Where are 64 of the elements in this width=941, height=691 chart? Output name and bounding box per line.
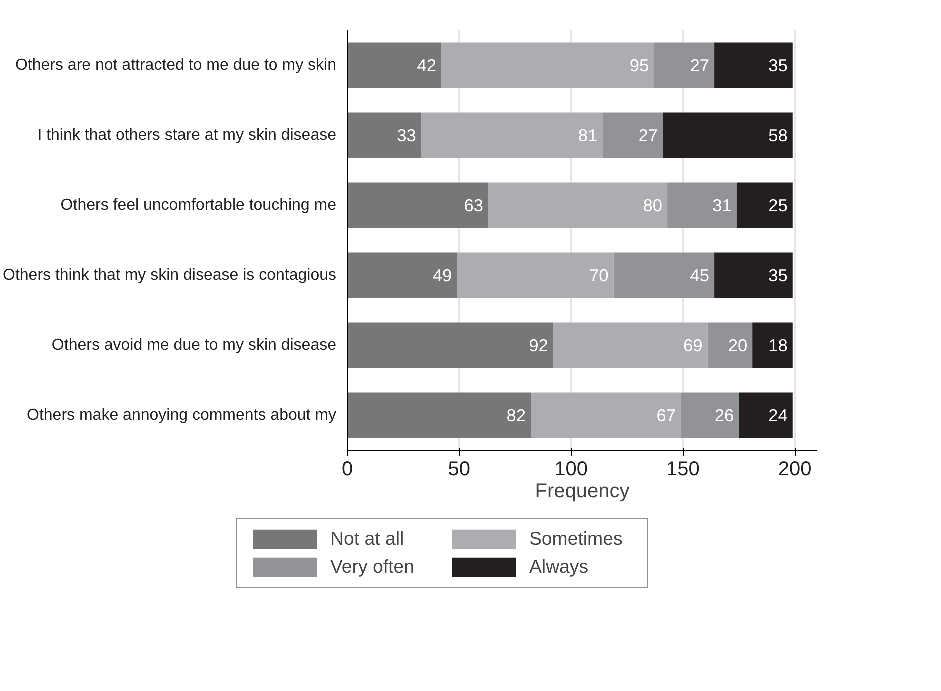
data-label: 24 [768, 406, 788, 426]
bar [348, 42, 442, 88]
bar [663, 112, 793, 158]
data-label: 92 [529, 336, 548, 356]
bar [714, 42, 793, 88]
x-axis-title: Frequency [535, 480, 630, 502]
data-label: 49 [432, 266, 452, 286]
bar [457, 252, 614, 298]
bar [668, 182, 737, 228]
bar [348, 392, 532, 438]
bar [654, 42, 715, 88]
y-tick-label: I think that others stare at my skin disease [38, 127, 337, 144]
data-label: 42 [417, 56, 437, 76]
data-label: 82 [506, 406, 526, 426]
data-label: 33 [397, 126, 416, 146]
legend-label: Always [529, 556, 590, 578]
data-label: 18 [768, 336, 788, 356]
data-label: 80 [643, 196, 663, 216]
y-tick-label: Others think that my skin disease is contagious [3, 267, 337, 284]
bar [714, 252, 793, 298]
data-label: 27 [690, 56, 710, 76]
bar [488, 182, 668, 228]
data-label: 67 [656, 406, 676, 426]
data-label: 20 [728, 336, 748, 356]
x-tick-label: 150 [666, 458, 700, 480]
bar [739, 392, 793, 438]
data-label: 63 [464, 196, 484, 216]
data-label: 95 [630, 56, 650, 76]
legend-label: Very often [330, 556, 416, 578]
x-tick-label: 100 [554, 458, 588, 480]
bar [614, 252, 715, 298]
bar [553, 322, 708, 368]
y-tick-label: Others are not attracted to me due to my skin [15, 57, 337, 74]
data-label: 35 [768, 56, 788, 76]
data-label: 70 [590, 266, 609, 286]
bar [736, 182, 793, 228]
data-label: 58 [768, 126, 788, 146]
bar [680, 392, 740, 438]
data-label: 31 [712, 196, 732, 216]
bar [348, 322, 554, 368]
y-tick-label: Others make annoying comments about my [27, 407, 337, 424]
bar [708, 322, 753, 368]
bar [421, 112, 603, 158]
data-label: 27 [638, 126, 658, 146]
x-tick-label: 0 [342, 458, 354, 480]
data-label: 45 [690, 266, 710, 286]
bar [531, 392, 681, 438]
bar [348, 112, 422, 158]
legend-label: Not at all [330, 528, 406, 550]
bar [348, 182, 488, 228]
bar [602, 112, 664, 158]
bar [752, 322, 793, 368]
bar [442, 42, 654, 88]
y-tick-label: Others avoid me due to my skin disease [52, 337, 337, 354]
legend-label: Sometimes [529, 528, 624, 550]
data-label: 69 [684, 336, 703, 356]
bar [348, 252, 458, 298]
data-label: 25 [768, 196, 788, 216]
x-tick-label: 50 [448, 458, 471, 480]
x-tick-label: 200 [778, 458, 812, 480]
data-label: 81 [578, 126, 598, 146]
y-tick-label: Others feel uncomfortable touching me [60, 197, 337, 214]
data-label: 35 [768, 266, 788, 286]
data-label: 26 [714, 406, 734, 426]
